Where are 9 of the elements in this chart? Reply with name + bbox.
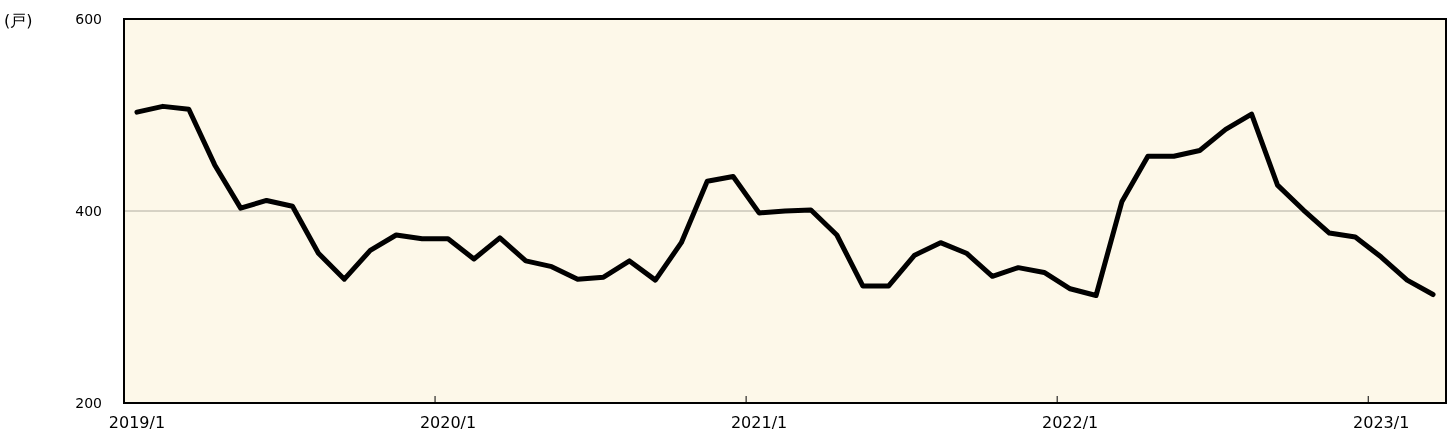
y-tick-label: 600 xyxy=(75,10,102,27)
x-tick-label: 2019/1 xyxy=(108,413,166,433)
y-axis-title: (戸) xyxy=(4,11,33,30)
x-tick-label: 2021/1 xyxy=(730,413,788,433)
y-tick-label: 400 xyxy=(75,202,102,219)
x-tick-label: 2022/1 xyxy=(1041,413,1099,433)
x-tick-label: 2023/1 xyxy=(1353,413,1410,433)
y-tick-label: 200 xyxy=(75,394,102,411)
x-tick-label: 2020/1 xyxy=(419,413,477,433)
